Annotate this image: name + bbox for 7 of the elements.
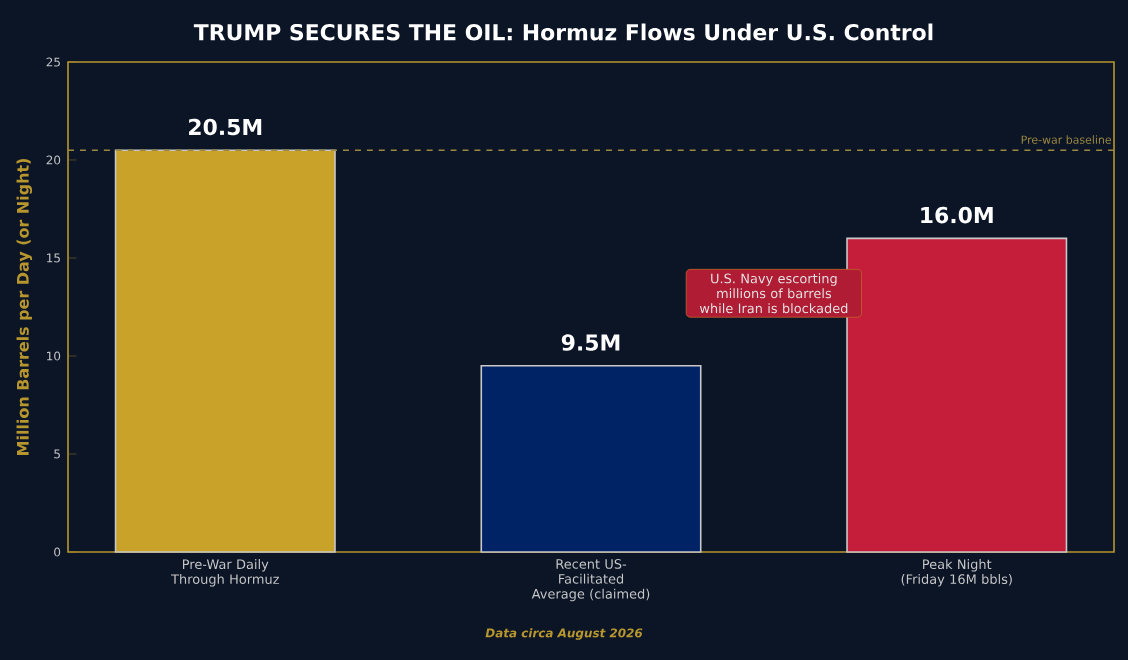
bar bbox=[114, 149, 336, 553]
data-label: 9.5M bbox=[561, 334, 620, 351]
bar bbox=[846, 237, 1068, 553]
data-label: 20.5M bbox=[189, 118, 262, 136]
data-label: 16.0M bbox=[921, 206, 993, 224]
bar bbox=[480, 365, 702, 553]
chart-title: TRUMP SECURES THE OIL: Hormuz Flows Under U.S. Control bbox=[193, 23, 933, 41]
